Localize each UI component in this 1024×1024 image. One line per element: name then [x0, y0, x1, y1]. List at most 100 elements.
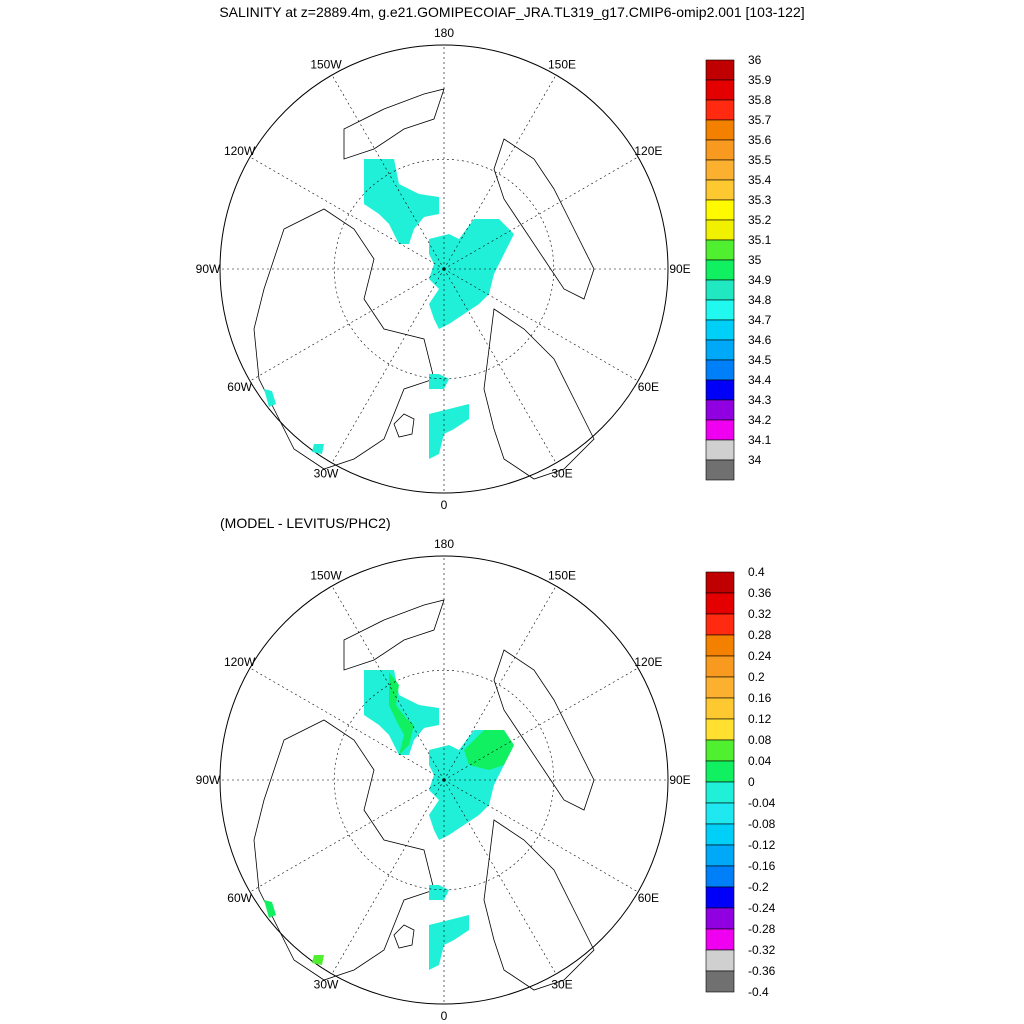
- longitude-label: 0: [441, 1009, 448, 1023]
- longitude-label: 150W: [310, 58, 342, 72]
- colorbar-label: 0.4: [748, 565, 765, 579]
- colorbar-bottom: 0.4 0.36 0.32 0.28 0.24 0.2 0.16 0.12 0.08 0.04 0 -…: [705, 565, 776, 999]
- latitude-ring: [333, 669, 555, 891]
- longitude-label: 180: [434, 26, 454, 40]
- colorbar-label: 34.8: [748, 293, 772, 307]
- colorbar-label: 0.16: [748, 691, 772, 705]
- meridian-line: [443, 156, 639, 270]
- coastline: [483, 308, 595, 480]
- meridian-line: [249, 268, 445, 382]
- meridian-line: [331, 268, 445, 464]
- colorbar-label: -0.12: [748, 838, 776, 852]
- colorbar-swatch: [705, 419, 735, 441]
- colorbar-swatch: [705, 928, 735, 951]
- meridian-line: [249, 667, 445, 781]
- meridian-line: [443, 779, 557, 975]
- colorbar-swatch: [705, 802, 735, 825]
- colorbar-swatch: [705, 59, 735, 81]
- longitude-label: 60W: [227, 380, 252, 394]
- colorbar-swatch: [705, 279, 735, 301]
- longitude-label: 120W: [224, 655, 256, 669]
- longitude-label: 0: [441, 498, 448, 512]
- salinity-region-greenland-sea: [429, 404, 469, 459]
- salinity-region-makarov-positive: [464, 730, 514, 770]
- colorbar-label: 35.7: [748, 113, 772, 127]
- colorbar-label: -0.28: [748, 922, 776, 936]
- colorbar-label: 35.4: [748, 173, 772, 187]
- colorbar-label: 34.5: [748, 353, 772, 367]
- colorbar-label: -0.24: [748, 901, 776, 915]
- colorbar-label: -0.16: [748, 859, 776, 873]
- colorbar-swatch: [705, 319, 735, 341]
- colorbar-label: 0.28: [748, 628, 772, 642]
- colorbar-label: 35.8: [748, 93, 772, 107]
- colorbar-swatch: [705, 219, 735, 241]
- salinity-region-irminger-sea: [312, 444, 324, 454]
- colorbar-swatch: [705, 697, 735, 720]
- colorbar-label: 0.2: [748, 670, 765, 684]
- colorbar-swatch: [705, 299, 735, 321]
- longitude-label: 150E: [548, 569, 576, 583]
- longitude-label: 60E: [638, 891, 659, 905]
- colorbar-label: 34.9: [748, 273, 772, 287]
- colorbar-swatch: [705, 399, 735, 421]
- coastline: [393, 924, 415, 949]
- polar-map-bottom: 180 150E 120E 90E 60E 30E 0 30W 60W 90W 120W 150W: [196, 537, 691, 1023]
- colorbar-label: 34.3: [748, 393, 772, 407]
- colorbar-swatch: [705, 99, 735, 121]
- colorbar-swatch: [705, 119, 735, 141]
- longitude-label: 150W: [310, 569, 342, 583]
- longitude-label: 60E: [638, 380, 659, 394]
- colorbar-swatch: [705, 865, 735, 888]
- coastline: [493, 649, 595, 811]
- meridian-line: [331, 585, 445, 781]
- colorbar-label: -0.36: [748, 964, 776, 978]
- colorbar-swatch: [705, 823, 735, 846]
- colorbar-swatch: [705, 199, 735, 221]
- longitude-label: 90E: [669, 773, 690, 787]
- coastline: [483, 819, 595, 991]
- coastline: [253, 719, 435, 981]
- meridian-line: [443, 779, 639, 893]
- colorbar-swatch: [705, 139, 735, 161]
- salinity-region-eurasian-basin: [429, 219, 514, 329]
- coastline: [343, 88, 445, 160]
- figure-title: SALINITY at z=2889.4m, g.e21.GOMIPECOIAF…: [219, 4, 805, 20]
- colorbar-swatch: [705, 459, 735, 481]
- longitude-label: 90W: [196, 262, 221, 276]
- colorbar-swatch: [705, 79, 735, 101]
- colorbar-swatch: [705, 949, 735, 972]
- coastline: [253, 208, 435, 470]
- colorbar-label: 34: [748, 453, 762, 467]
- colorbar-swatch: [705, 781, 735, 804]
- longitude-label: 90E: [669, 262, 690, 276]
- longitude-label: 150E: [548, 58, 576, 72]
- colorbar-label: 34.2: [748, 413, 772, 427]
- colorbar-swatch: [705, 760, 735, 783]
- meridian-line: [331, 779, 445, 975]
- colorbar-label: 35.5: [748, 153, 772, 167]
- colorbar-label: 34.6: [748, 333, 772, 347]
- colorbar-swatch: [705, 259, 735, 281]
- longitude-label: 30E: [551, 977, 572, 991]
- salinity-region-canada-basin-positive: [389, 672, 414, 755]
- longitude-label: 120E: [634, 655, 662, 669]
- colorbar-swatch: [705, 339, 735, 361]
- colorbar-label: -0.4: [748, 985, 769, 999]
- polar-map-top: 180 150E 120E 90E 60E 30E 0 30W 60W 90W 120W 150W: [196, 26, 691, 512]
- salinity-region-labrador-sea: [264, 900, 276, 918]
- coastline: [343, 599, 445, 671]
- colorbar-swatch: [705, 907, 735, 930]
- colorbar-label: 34.1: [748, 433, 772, 447]
- colorbar-swatch: [705, 592, 735, 615]
- colorbar-label: 35.3: [748, 193, 772, 207]
- colorbar-label: 34.7: [748, 313, 772, 327]
- colorbar-label: 35.2: [748, 213, 772, 227]
- colorbar-swatch: [705, 239, 735, 261]
- colorbar-label: -0.2: [748, 880, 769, 894]
- longitude-label: 30E: [551, 466, 572, 480]
- salinity-region-irminger-sea: [312, 955, 324, 965]
- colorbar-swatch: [705, 613, 735, 636]
